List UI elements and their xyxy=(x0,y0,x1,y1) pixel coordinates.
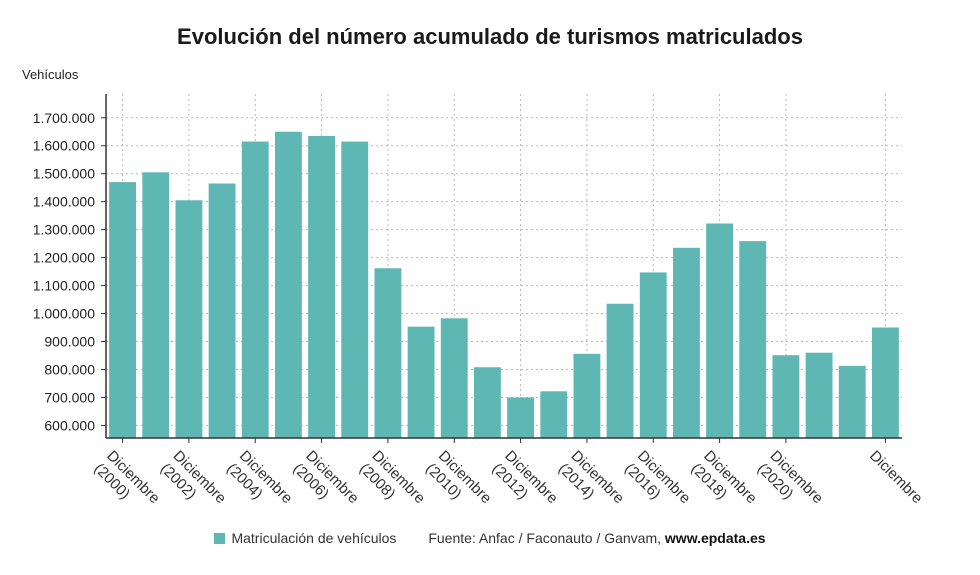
bar xyxy=(639,272,667,438)
y-tick-label: 1.700.000 xyxy=(33,110,95,126)
bar xyxy=(838,365,866,438)
bar xyxy=(175,200,203,438)
legend-label: Matriculación de vehículos xyxy=(231,530,397,546)
y-tick-label: 1.400.000 xyxy=(33,194,95,210)
x-tick-label: Diciembre(2020) xyxy=(754,447,826,519)
chart-footer: Matriculación de vehículos Fuente: Anfac… xyxy=(0,530,980,546)
bar xyxy=(109,182,137,438)
x-tick-label: Diciembre(2012) xyxy=(489,447,561,519)
source-label: Fuente: Anfac / Faconauto / Ganvam, xyxy=(428,530,662,546)
x-tick-label: Diciembre(2016) xyxy=(621,447,693,519)
y-tick-label: 600.000 xyxy=(44,417,95,433)
bar xyxy=(540,391,568,438)
bar xyxy=(672,247,700,438)
bar xyxy=(374,268,402,438)
bar xyxy=(606,303,634,438)
chart-title: Evolución del número acumulado de turism… xyxy=(177,24,803,49)
x-tick-label: Diciembre(2008) xyxy=(356,447,428,519)
x-tick-label: Diciembre(2002) xyxy=(157,447,229,519)
x-tick-label: Diciembre(2014) xyxy=(555,447,627,519)
bar xyxy=(772,355,800,438)
bar xyxy=(805,352,833,438)
y-axis-label: Vehículos xyxy=(22,67,79,82)
bar xyxy=(739,241,767,438)
bar xyxy=(507,397,535,438)
x-tick-label: Diciembre(2018) xyxy=(688,447,760,519)
y-tick-label: 1.100.000 xyxy=(33,278,95,294)
x-tick-label: Diciembre(2006) xyxy=(290,447,362,519)
bar xyxy=(706,223,734,438)
bar xyxy=(241,141,269,438)
y-tick-label: 1.200.000 xyxy=(33,250,95,266)
y-tick-label: 1.600.000 xyxy=(33,138,95,154)
bar xyxy=(473,367,501,438)
source-site: www.epdata.es xyxy=(664,530,766,546)
bar xyxy=(274,131,302,438)
bar xyxy=(573,353,601,438)
bar xyxy=(440,318,468,438)
y-tick-label: 1.000.000 xyxy=(33,306,95,322)
bar xyxy=(871,327,899,438)
x-tick-label: Diciembre(2004) xyxy=(223,447,295,519)
x-tick-label: Diciembre(2000) xyxy=(91,447,163,519)
bar xyxy=(308,135,336,438)
y-tick-label: 1.500.000 xyxy=(33,166,95,182)
legend-swatch xyxy=(214,533,226,544)
x-tick-label: Diciembre xyxy=(866,447,926,507)
y-tick-label: 700.000 xyxy=(44,389,95,405)
bar xyxy=(407,326,435,438)
y-tick-label: 1.300.000 xyxy=(33,222,95,238)
bar xyxy=(341,141,369,438)
bar xyxy=(142,172,170,438)
x-tick-label: Diciembre(2010) xyxy=(422,447,494,519)
y-tick-label: 900.000 xyxy=(44,334,95,350)
bar xyxy=(208,183,236,438)
y-tick-label: 800.000 xyxy=(44,361,95,377)
